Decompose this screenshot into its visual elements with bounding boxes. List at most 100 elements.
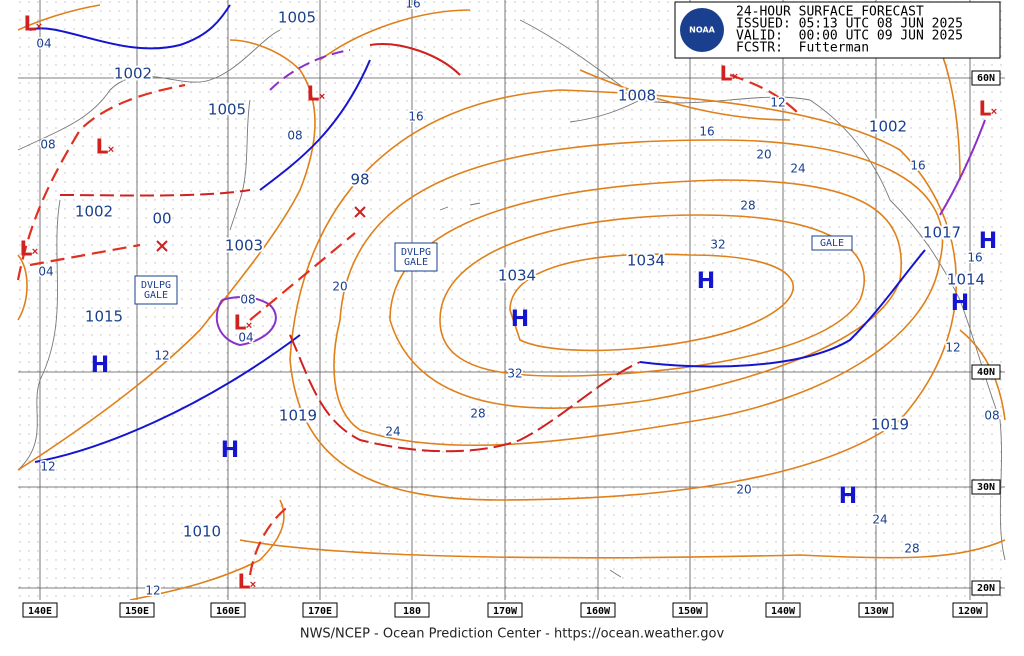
latitude-label: 60N (977, 73, 995, 84)
longitude-label: 160E (216, 606, 240, 617)
high-symbol: H (511, 307, 529, 332)
header-line: 24-HOUR SURFACE FORECAST (736, 5, 924, 20)
lon-box (672, 602, 708, 618)
low-symbol: L (234, 311, 247, 335)
pressure-label: 1002 (869, 118, 907, 136)
isobar-label: 20 (756, 148, 771, 162)
center-x (354, 206, 366, 218)
low-symbol: L (20, 237, 33, 261)
isobar-label: 28 (470, 407, 485, 421)
isobar-label: 20 (736, 483, 751, 497)
lat-box (971, 580, 1001, 596)
isobar-label: 12 (145, 584, 160, 598)
gale-box (811, 235, 853, 251)
isobar-label: 16 (967, 251, 982, 265)
header-line: VALID: 00:00 UTC 09 JUN 2025 (736, 29, 963, 44)
gale-label: GALE (820, 238, 844, 249)
pressure-label: 1019 (279, 407, 317, 425)
center-x (156, 240, 168, 252)
high-symbol: H (91, 353, 109, 378)
longitude-label: 160W (586, 606, 611, 617)
lon-box (487, 602, 523, 618)
isobar-label: 04 (36, 37, 51, 51)
low-x: × (246, 320, 252, 332)
pressure-label: 1008 (618, 87, 656, 105)
low-symbol: L (96, 135, 109, 159)
isobar-label: 28 (904, 542, 919, 556)
gale-label: DVLPG GALE (141, 280, 171, 301)
high-symbol: H (839, 484, 857, 509)
lon-box (22, 602, 58, 618)
isobar-label: 24 (790, 162, 805, 176)
high-symbol: H (697, 269, 715, 294)
pressure-label: 1019 (871, 416, 909, 434)
lon-box (119, 602, 155, 618)
pressure-label: 1034 (498, 267, 536, 285)
isobar-label: 12 (154, 349, 169, 363)
lon-box (858, 602, 894, 618)
graticule (18, 0, 1005, 600)
longitude-label: 170E (308, 606, 332, 617)
logo-text: NOAA (689, 26, 715, 35)
gale-box (134, 275, 178, 305)
isobar-label: 12 (40, 460, 55, 474)
longitude-label: 150E (125, 606, 149, 617)
low-symbol: L (238, 570, 251, 594)
isobar-label: 04 (238, 331, 253, 345)
isobar-label: 08 (287, 129, 302, 143)
low-x: × (319, 91, 325, 103)
isobar-label: 32 (507, 367, 522, 381)
isobar-label: 28 (740, 199, 755, 213)
isobar-label: 12 (945, 341, 960, 355)
coastlines (17, 19, 1006, 578)
lon-box (210, 602, 246, 618)
latitude-label: 30N (977, 482, 995, 493)
lon-box (302, 602, 338, 618)
isobar-label: 08 (40, 138, 55, 152)
isobar-label: 20 (332, 280, 347, 294)
isobar-label: 16 (699, 125, 714, 139)
isobar-label: 16 (910, 159, 925, 173)
low-x: × (991, 106, 997, 118)
isobar-label: 04 (38, 265, 53, 279)
latitude-label: 40N (977, 367, 995, 378)
lon-box (580, 602, 616, 618)
isobar-label: 08 (240, 293, 255, 307)
labels: 60N 40N 30N 20N 1005 1002 1005 1002 00 1003 1015 98… (20, 0, 1002, 599)
isobar-label: 08 (984, 409, 999, 423)
isobar-label: 24 (872, 513, 887, 527)
low-symbol: L (24, 12, 37, 36)
isobar-label: 12 (770, 96, 785, 110)
pressure-label: 98 (350, 171, 369, 189)
gale-box (394, 242, 438, 272)
high-symbol: H (221, 438, 239, 463)
header-box: NOAA 24-HOUR SURFACE FORECAST ISSUED: 05… (674, 1, 1001, 59)
pressure-label: 1003 (225, 237, 263, 255)
longitude-label: 120W (958, 606, 983, 617)
header-line: FCSTR: Futterman (736, 41, 869, 56)
pressure-label: 1002 (75, 203, 113, 221)
noaa-logo (680, 8, 724, 52)
latitude-label: 20N (977, 583, 995, 594)
longitude-label: 170W (493, 606, 518, 617)
pressure-label: 1015 (85, 308, 123, 326)
isobar-label: 16 (405, 0, 420, 11)
isobars (17, 4, 1006, 601)
pressure-label: 1017 (923, 224, 961, 242)
low-symbol: L (720, 62, 733, 86)
low-x: × (732, 71, 738, 83)
low-symbol: L (307, 82, 320, 106)
pressure-label: 1010 (183, 523, 221, 541)
longitude-label: 140E (28, 606, 52, 617)
lat-box (971, 479, 1001, 495)
pressure-label: 00 (152, 210, 171, 228)
isobar-label: 32 (710, 238, 725, 252)
header-frame (674, 1, 1001, 59)
lon-box (765, 602, 801, 618)
lon-box (952, 602, 988, 618)
pressure-label: 1005 (278, 9, 316, 27)
high-symbol: H (979, 229, 997, 254)
lat-box (971, 364, 1001, 380)
high-symbol: H (951, 291, 969, 316)
